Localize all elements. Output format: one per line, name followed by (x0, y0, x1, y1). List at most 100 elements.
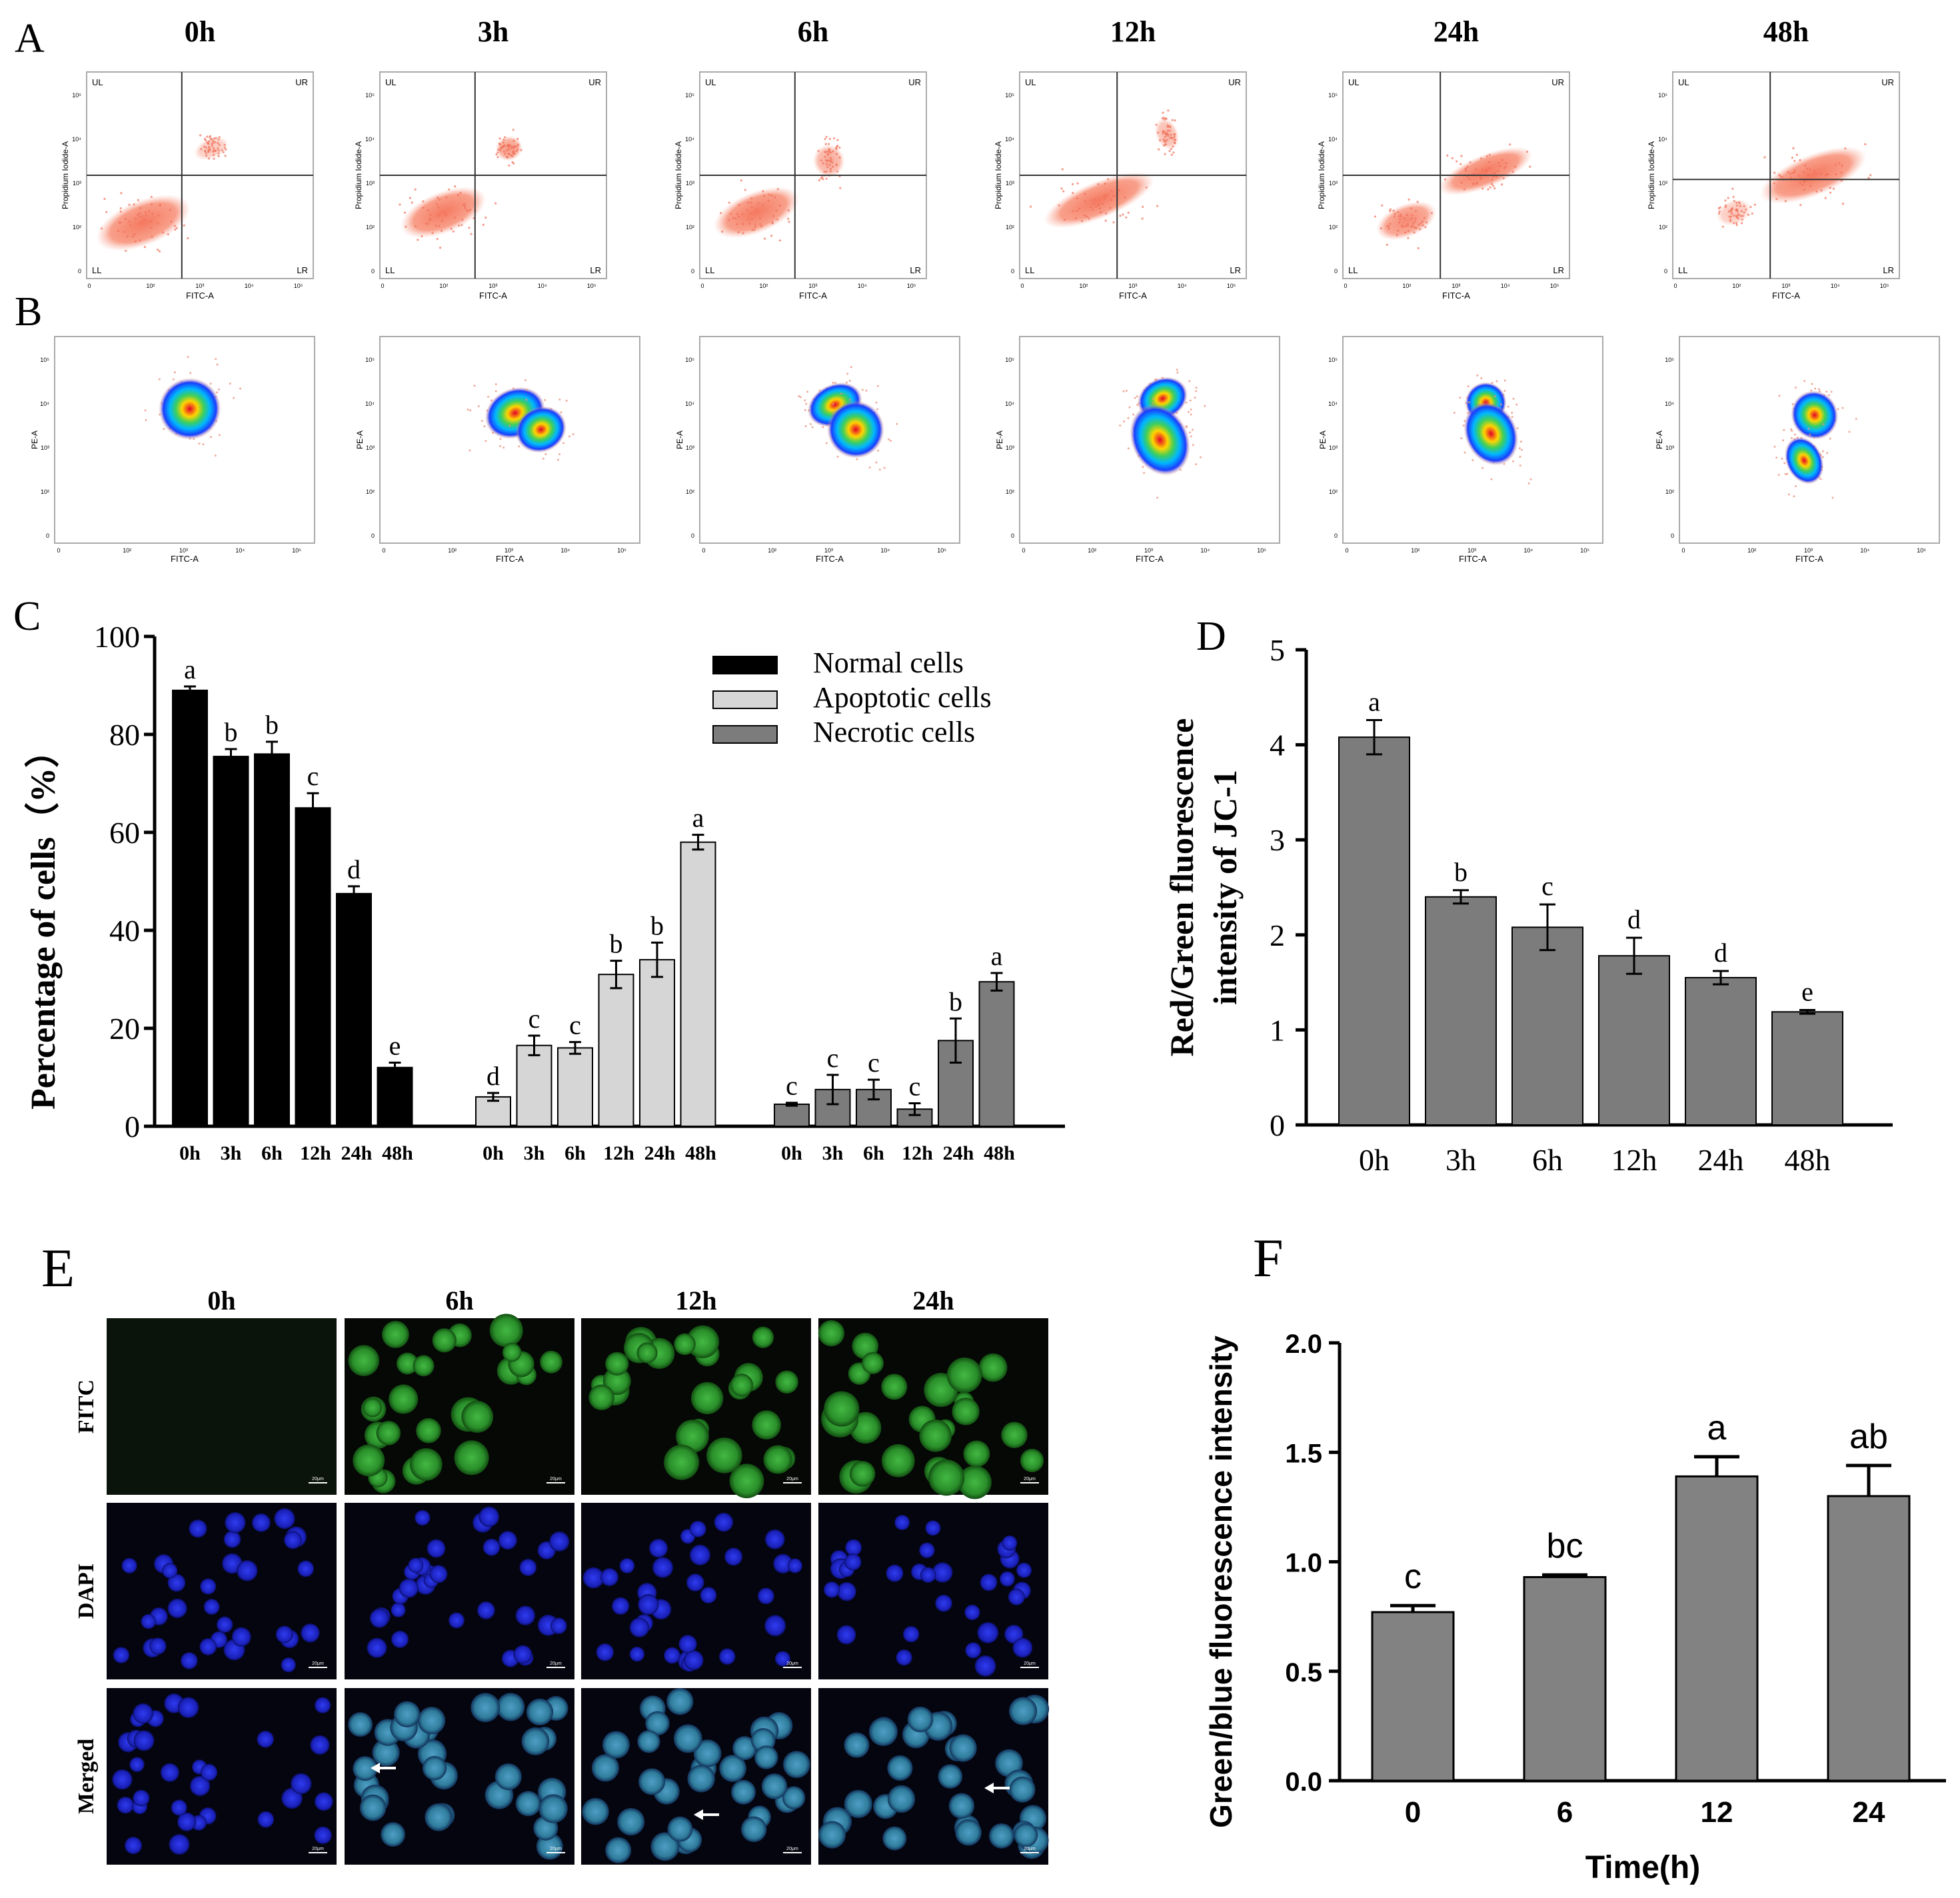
panel-e-cell (160, 1763, 179, 1782)
panel-letters: A B C D E F (13, 16, 1284, 1298)
panel-e-cell (1008, 1588, 1025, 1605)
panel-a-x-tick: 0 (700, 283, 704, 289)
panel-b-event-dot (1809, 433, 1811, 436)
panel-b-event-dot (542, 457, 544, 460)
panel-a-quadrant-label: UR (1228, 77, 1241, 87)
panel-f-significance-letter: a (1707, 1409, 1727, 1447)
panel-a-event-dot (1170, 133, 1172, 136)
panel-b-y-tick: 10⁴ (40, 401, 49, 407)
panel-e-scale-label: 20μm (312, 1847, 324, 1851)
panel-a-event-dot (415, 225, 417, 228)
panel-a-y-tick: 10⁴ (72, 136, 81, 143)
panel-b-event-dot (189, 372, 192, 375)
panel-a-event-dot (100, 227, 103, 230)
panel-a-y-tick: 10⁴ (365, 136, 375, 143)
panel-a-population-blob (1376, 201, 1437, 241)
panel-a-quadrant-label: UR (908, 77, 921, 87)
panel-c-bar (978, 981, 1015, 1128)
panel-a-event-dot (445, 213, 447, 217)
panel-a-quadrant-label: LR (910, 265, 921, 275)
panel-b-y-tick: 10⁴ (1328, 401, 1338, 407)
panel-a-event-dot (212, 147, 215, 150)
panel-a-y-tick: 0 (371, 268, 375, 275)
panel-a-event-dot (829, 160, 832, 163)
panel-b-y-tick: 10⁵ (685, 357, 694, 363)
panel-b-event-dot (806, 391, 809, 393)
panel-a-event-dot (1799, 203, 1802, 207)
panel-a-event-dot (429, 219, 431, 221)
panel-a-event-dot (499, 147, 502, 150)
panel-b-event-dot (558, 453, 561, 456)
panel-a-event-dot (1164, 140, 1168, 143)
panel-e-cell (925, 1520, 941, 1536)
panel-a-event-dot (1164, 143, 1167, 146)
panel-a-event-dot (728, 219, 730, 221)
panel-a-event-dot (210, 138, 213, 141)
panel-a-event-dot (767, 199, 770, 202)
panel-a-event-dot (1416, 201, 1419, 203)
panel-e-cell (664, 1647, 680, 1664)
panel-b-event-dot (187, 356, 189, 359)
panel-b-event-dot (483, 425, 486, 428)
panel-e-cell (367, 1637, 387, 1658)
panel-a-event-dot (120, 192, 123, 195)
panel-e-cell (203, 1599, 220, 1615)
panel-b-heat-plots: FITC-A PE-A 0 0 10² 10² 10³ 10³ 10⁴ 10⁴ 10⁵ 10⁵ FITC… (30, 336, 1940, 564)
panel-e-microscopy-grid: 0h 6h 12h 24h FITC DAPI Merged 20μm 20μm 20μm 20μm… (74, 1286, 1050, 1865)
panel-a-event-dot (1110, 189, 1113, 192)
panel-a-x-tick: 10⁴ (245, 283, 254, 289)
panel-a-event-dot (215, 137, 217, 139)
panel-a-event-dot (825, 171, 828, 173)
panel-a-quadrant-label: UL (92, 77, 103, 87)
panel-e-cell (415, 1509, 431, 1526)
panel-b-event-dot (1476, 374, 1479, 377)
panel-c-bar (377, 1066, 413, 1128)
panel-a-x-tick: 10⁴ (1831, 283, 1840, 289)
panel-d-bar (1338, 736, 1410, 1126)
panel-a-event-dot (212, 150, 215, 153)
panel-b-y-tick: 0 (1334, 532, 1338, 539)
panel-b-event-dot (1176, 371, 1179, 374)
panel-b-event-dot (508, 425, 511, 427)
panel-e-cell (977, 1622, 999, 1643)
panel-a-event-dot (1171, 137, 1174, 140)
panel-a-event-dot (502, 150, 505, 153)
panel-a-event-dot (1166, 124, 1169, 127)
panel-a-event-dot (1167, 135, 1170, 137)
panel-b-density-blob (1130, 404, 1191, 476)
panel-a-event-dot (203, 150, 207, 153)
panel-e-cell (223, 1530, 241, 1548)
panel-a-event-dot (1729, 215, 1733, 218)
panel-a-quadrant-label: LR (1553, 265, 1564, 275)
panel-e-cell (284, 1531, 302, 1549)
panel-a-event-dot (1745, 208, 1747, 211)
panel-e-cell (752, 1326, 774, 1348)
panel-a-event-dot (1792, 147, 1795, 150)
panel-b-event-dot (1499, 403, 1502, 406)
panel-a-event-dot (498, 142, 500, 145)
panel-a-x-tick: 10⁴ (1501, 283, 1510, 289)
panel-a-event-dot (1109, 207, 1112, 209)
panel-b-event-dot (172, 378, 175, 381)
panel-a-event-dot (1494, 172, 1497, 175)
panel-a-event-dot (1104, 194, 1107, 197)
panel-b-event-dot (1188, 380, 1191, 383)
panel-f-bar (1675, 1475, 1759, 1782)
panel-a-event-dot (1502, 177, 1505, 180)
panel-a-event-dot (1485, 170, 1487, 173)
panel-a-event-dot (1029, 205, 1032, 208)
panel-e-cell (844, 1732, 870, 1758)
panel-a-quadrant-label: LL (1348, 265, 1358, 275)
panel-a-event-dot (1736, 204, 1739, 207)
panel-b-event-dot (1194, 397, 1196, 399)
panel-a-event-dot (742, 223, 744, 225)
panel-a-population-blob (401, 187, 487, 239)
panel-e-cell (1016, 1562, 1032, 1578)
panel-b-y-label: PE-A (30, 431, 39, 449)
panel-e-cell (949, 1734, 977, 1762)
panel-a-event-dot (1753, 203, 1756, 206)
panel-b-density-blob (1791, 390, 1839, 440)
panel-b-event-dot (158, 378, 161, 381)
panel-e-cell (1001, 1422, 1028, 1449)
panel-b-event-dot (1136, 404, 1139, 407)
